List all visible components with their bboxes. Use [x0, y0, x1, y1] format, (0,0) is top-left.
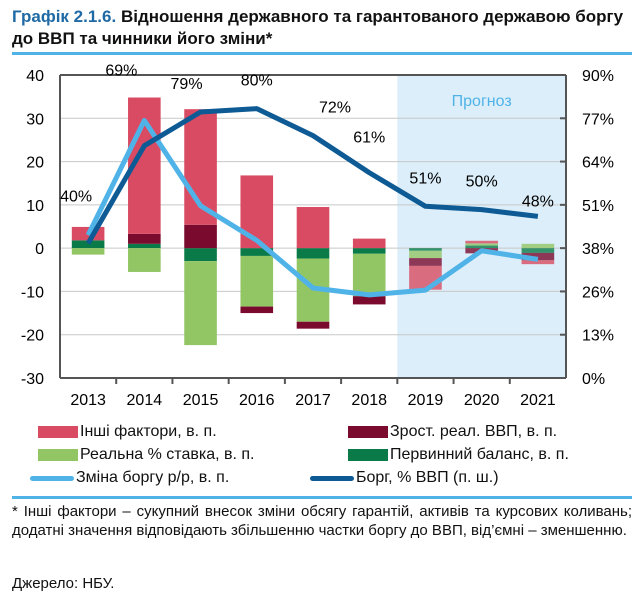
x-tick-label: 2013 — [70, 392, 106, 409]
debt-change-line — [85, 117, 539, 298]
footnote: * Інші фактори – сукупний внесок зміни о… — [12, 503, 632, 539]
chart-title-text: Відношення державного та гарантованого д… — [12, 7, 624, 48]
y-tick-label: 40 — [26, 68, 44, 85]
bar-segment — [240, 248, 274, 256]
bar-segment — [296, 207, 330, 249]
x-tick-label: 2017 — [295, 392, 331, 409]
legend-item-debt-change: Зміна боргу р/р, в. п. — [30, 468, 229, 488]
legend-swatch — [30, 475, 74, 481]
debt-data-label: 72% — [319, 100, 351, 117]
legend-label: Інші фактори, в. п. — [80, 423, 217, 440]
y2-tick-label: 26% — [582, 284, 614, 301]
legend-item-other: Інші фактори, в. п. — [38, 422, 217, 442]
bar-segment — [409, 250, 442, 259]
legend-swatch — [348, 426, 388, 438]
chart-number: Графік 2.1.6. — [12, 7, 117, 26]
legend-swatch — [348, 449, 388, 461]
bar-segment — [352, 253, 386, 297]
y-tick-label: -30 — [21, 371, 44, 388]
bar-segment — [521, 252, 555, 261]
debt-data-label: 80% — [241, 73, 273, 90]
chart-title: Графік 2.1.6. Відношення державного та г… — [12, 6, 632, 50]
x-tick-label: 2016 — [239, 392, 275, 409]
bar-segment — [521, 260, 555, 265]
legend-label: Зрост. реал. ВВП, в. п. — [390, 423, 558, 440]
bar-segment — [240, 255, 274, 307]
y-tick-label: -20 — [21, 328, 44, 345]
y2-tick-label: 77% — [582, 111, 614, 128]
chart: Прогноз 40 30 20 10 0 -10 -20 -30 90% 77% 64% 51% 38%… — [21, 63, 614, 409]
source: Джерело: НБУ. — [12, 575, 115, 592]
bar-segment — [465, 240, 498, 244]
x-tick-label: 2018 — [351, 392, 387, 409]
bottom-rule — [12, 496, 632, 499]
y-tick-label: -10 — [21, 284, 44, 301]
legend-item-real-rate: Реальна % ставка, в. п. — [38, 445, 254, 465]
debt-data-label: 79% — [171, 76, 203, 93]
bar-segment — [409, 248, 442, 251]
x-tick-label: 2020 — [464, 392, 500, 409]
bar-segment — [465, 243, 498, 246]
forecast-area — [397, 75, 566, 378]
legend-label: Реальна % ставка, в. п. — [80, 446, 255, 463]
bar-segment — [128, 248, 161, 272]
y2-tick-label: 13% — [582, 328, 614, 345]
x-tick-label: 2014 — [127, 392, 163, 409]
legend-label: Первинний баланс, в. п. — [390, 446, 569, 463]
bar-segment — [465, 245, 498, 249]
bar-segment — [296, 321, 330, 329]
bar-segment — [521, 248, 555, 253]
bar-segment — [409, 265, 442, 290]
debt-data-label: 51% — [409, 170, 441, 187]
bar-segment — [71, 248, 105, 255]
bar-segment — [521, 243, 555, 249]
legend-label: Зміна боргу р/р, в. п. — [76, 469, 230, 486]
y2-tick-label: 38% — [582, 241, 614, 258]
legend-swatch — [38, 449, 78, 461]
legend-item-primary-balance: Первинний баланс, в. п. — [348, 445, 569, 465]
y2-tick-label: 0% — [582, 371, 605, 388]
x-tick-label: 2015 — [183, 392, 219, 409]
bar-segment — [184, 261, 217, 346]
legend-swatch — [310, 475, 354, 481]
bar-segment — [352, 296, 386, 305]
y-tick-label: 10 — [26, 198, 44, 215]
bar-segment — [352, 238, 386, 249]
x-tick-label: 2019 — [408, 392, 444, 409]
bar-segment — [71, 240, 105, 249]
debt-data-label: 48% — [522, 193, 554, 210]
legend-item-debt: Борг, % ВВП (п. ш.) — [280, 468, 499, 488]
debt-line — [85, 106, 539, 245]
y2-tick-label: 64% — [582, 155, 614, 172]
legend-label: Борг, % ВВП (п. ш.) — [356, 469, 499, 486]
top-rule — [12, 52, 632, 55]
forecast-label: Прогноз — [452, 93, 512, 110]
debt-data-label: 61% — [353, 130, 385, 147]
legend-item-gdp-growth: Зрост. реал. ВВП, в. п. — [348, 422, 557, 442]
y2-tick-label: 51% — [582, 198, 614, 215]
bar-segment — [352, 248, 386, 254]
legend-swatch — [38, 426, 78, 438]
bar-segment — [128, 243, 161, 249]
y-tick-label: 20 — [26, 155, 44, 172]
bar-segment — [240, 306, 274, 314]
bar-segment — [409, 258, 442, 266]
debt-data-label: 40% — [60, 188, 92, 205]
bar-segment — [296, 248, 330, 259]
y-tick-label: 0 — [35, 241, 44, 258]
y-tick-label: 30 — [26, 111, 44, 128]
bar-segment — [128, 233, 161, 244]
y2-tick-label: 90% — [582, 68, 614, 85]
bar-segment — [184, 224, 217, 249]
debt-data-label: 50% — [466, 174, 498, 191]
debt-data-label: 69% — [105, 63, 137, 80]
bar-segment — [240, 175, 274, 249]
x-tick-label: 2021 — [520, 392, 556, 409]
bar-segment — [184, 248, 217, 262]
